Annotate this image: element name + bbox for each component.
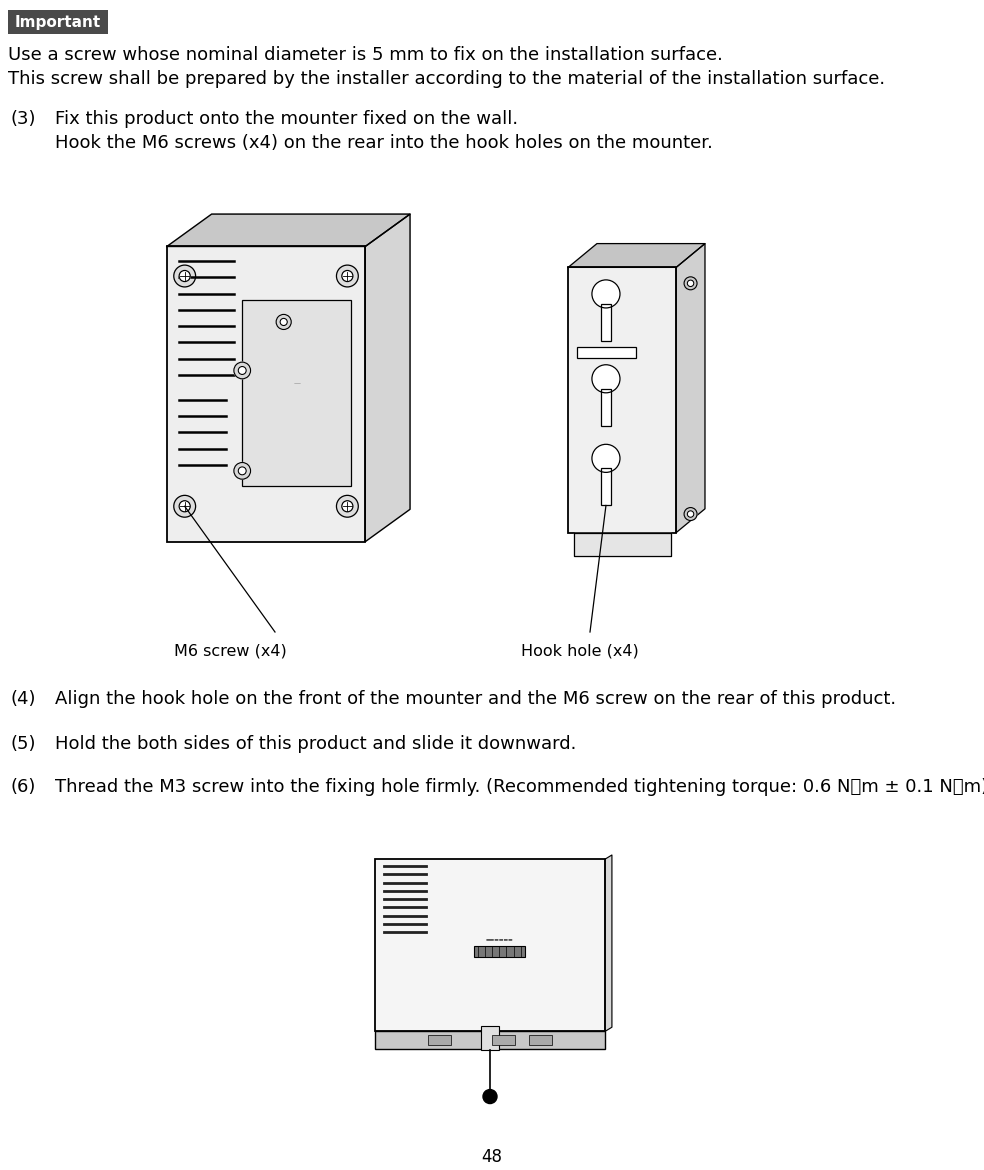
Circle shape [341, 501, 353, 511]
Text: Thread the M3 screw into the fixing hole firmly. (Recommended tightening torque:: Thread the M3 screw into the fixing hole… [55, 778, 984, 796]
Text: (5): (5) [10, 735, 35, 753]
Circle shape [179, 501, 190, 511]
Polygon shape [676, 243, 705, 532]
Bar [577, 347, 637, 358]
Circle shape [280, 318, 287, 325]
Circle shape [238, 467, 246, 475]
Circle shape [684, 277, 697, 290]
Text: Hold the both sides of this product and slide it downward.: Hold the both sides of this product and … [55, 735, 577, 753]
Text: ▬▬▬▬▬▬: ▬▬▬▬▬▬ [485, 936, 513, 941]
Bar [375, 859, 605, 1032]
Text: Use a screw whose nominal diameter is 5 mm to fix on the installation surface.: Use a screw whose nominal diameter is 5 … [8, 46, 723, 64]
Circle shape [234, 363, 251, 379]
Circle shape [179, 270, 190, 282]
Text: Fix this product onto the mounter fixed on the wall.: Fix this product onto the mounter fixed … [55, 110, 519, 128]
Polygon shape [365, 214, 410, 542]
Circle shape [337, 495, 358, 517]
Polygon shape [167, 214, 410, 247]
Circle shape [234, 462, 251, 480]
Circle shape [277, 315, 291, 330]
Circle shape [687, 280, 694, 287]
Circle shape [592, 365, 620, 393]
Circle shape [238, 366, 246, 374]
Bar [428, 1035, 451, 1045]
Circle shape [483, 1089, 497, 1103]
Polygon shape [568, 243, 705, 268]
Text: 48: 48 [481, 1148, 503, 1166]
Circle shape [174, 495, 196, 517]
Polygon shape [605, 855, 612, 1032]
Circle shape [592, 280, 620, 308]
Bar [474, 947, 524, 957]
Text: (6): (6) [10, 778, 35, 796]
Bar [568, 268, 676, 532]
Circle shape [592, 445, 620, 473]
Text: M6 screw (x4): M6 screw (x4) [173, 644, 286, 659]
Circle shape [687, 511, 694, 517]
Bar [529, 1035, 552, 1045]
Text: —: — [293, 380, 300, 386]
Text: Align the hook hole on the front of the mounter and the M6 screw on the rear of : Align the hook hole on the front of the … [55, 690, 896, 708]
Text: (3): (3) [10, 110, 35, 128]
Polygon shape [574, 532, 671, 557]
Bar [167, 247, 365, 542]
Bar [375, 1032, 605, 1048]
Bar [601, 468, 610, 505]
Text: Important: Important [15, 15, 101, 30]
Bar [481, 1026, 499, 1051]
Bar [242, 300, 351, 486]
Bar [601, 388, 610, 426]
Text: This screw shall be prepared by the installer according to the material of the i: This screw shall be prepared by the inst… [8, 70, 886, 88]
Bar [492, 1035, 516, 1045]
Circle shape [174, 266, 196, 287]
Circle shape [684, 508, 697, 521]
Text: (4): (4) [10, 690, 35, 708]
Text: Hook the M6 screws (x4) on the rear into the hook holes on the mounter.: Hook the M6 screws (x4) on the rear into… [55, 135, 712, 152]
Circle shape [337, 266, 358, 287]
Bar [601, 304, 610, 340]
Text: Hook hole (x4): Hook hole (x4) [522, 644, 639, 659]
Circle shape [341, 270, 353, 282]
FancyBboxPatch shape [8, 11, 108, 34]
